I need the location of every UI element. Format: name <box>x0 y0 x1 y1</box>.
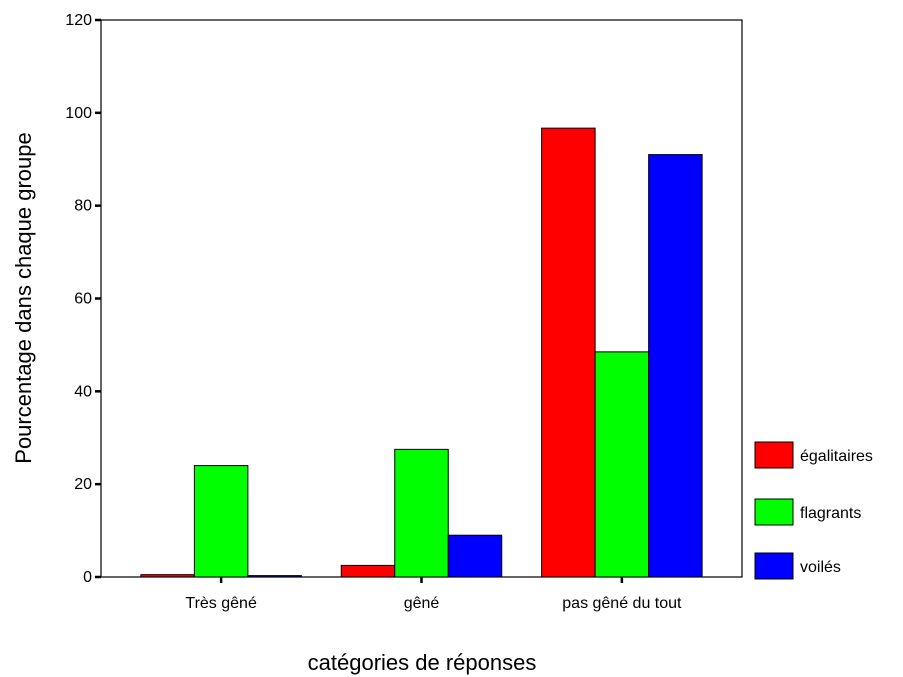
legend-swatch-flagrants <box>754 498 794 526</box>
y-tick-label: 100 <box>65 105 92 122</box>
bar-égalitaires-2 <box>541 127 596 578</box>
y-tick-label: 80 <box>74 198 92 215</box>
legend: égalitaires flagrants voilés <box>754 441 873 580</box>
bar-flagrants-1 <box>394 448 449 578</box>
bar-voilés-0 <box>247 575 302 578</box>
y-tick-label: 120 <box>65 12 92 29</box>
bar-voilés-1 <box>447 534 503 578</box>
bar-flagrants-2 <box>594 351 650 578</box>
y-axis: 0 20 40 60 80 100 120 <box>65 12 101 586</box>
legend-label: flagrants <box>800 505 861 522</box>
x-category-label: gêné <box>404 595 440 612</box>
x-category-label: Très gêné <box>185 595 257 612</box>
y-tick-label: 0 <box>83 569 92 586</box>
y-axis-title: Pourcentage dans chaque groupe <box>11 132 36 463</box>
bar-voilés-2 <box>648 154 703 578</box>
y-tick-label: 60 <box>74 291 92 308</box>
bars-group <box>140 127 703 578</box>
legend-label: égalitaires <box>800 448 873 465</box>
x-axis-title: catégories de réponses <box>308 650 537 675</box>
legend-swatch-voilés <box>754 552 794 580</box>
x-category-label: pas gêné du tout <box>562 595 682 612</box>
legend-swatch-égalitaires <box>754 441 794 469</box>
y-tick-label: 40 <box>74 383 92 400</box>
bar-égalitaires-0 <box>140 574 195 578</box>
bar-égalitaires-1 <box>340 564 396 578</box>
x-axis: Très gêné gêné pas gêné du tout <box>185 577 682 612</box>
bar-flagrants-0 <box>193 465 249 578</box>
legend-label: voilés <box>800 559 841 576</box>
y-tick-label: 20 <box>74 476 92 493</box>
